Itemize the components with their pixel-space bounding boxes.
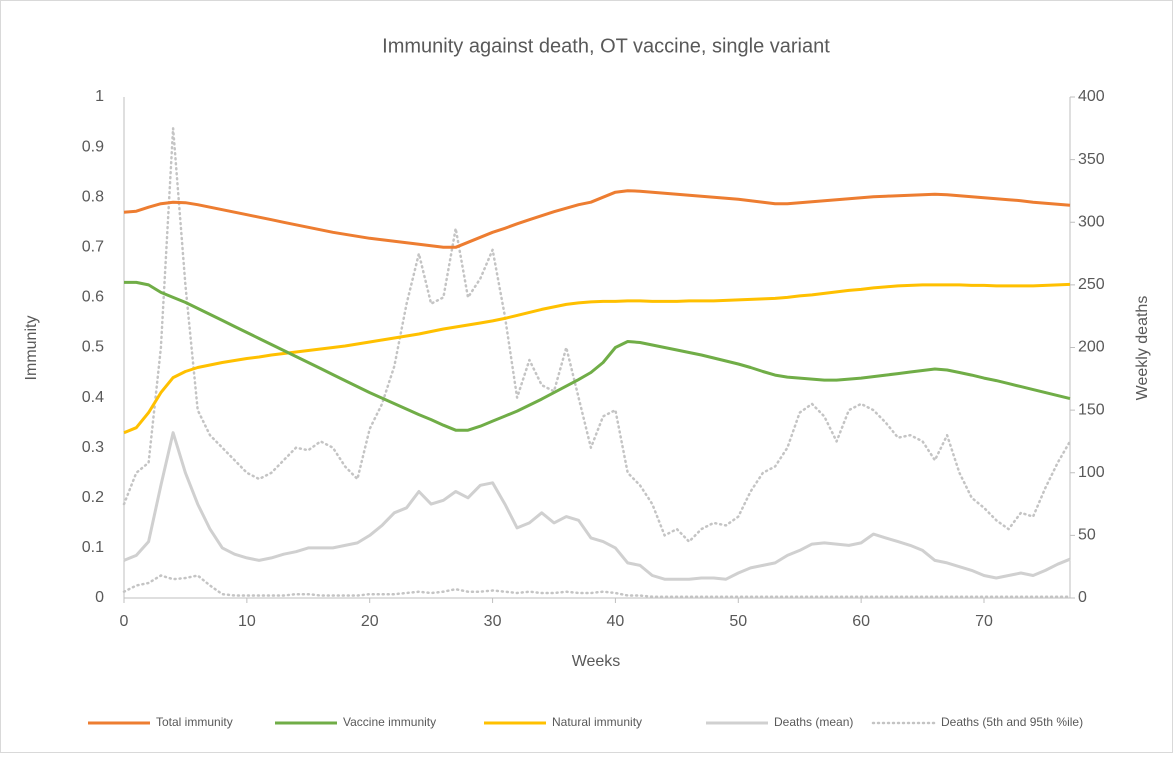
series-line (123, 282, 1071, 435)
y-axis-title: Immunity (23, 316, 40, 381)
y2-tick-label: 200 (1078, 339, 1105, 356)
y2-tick-label: 0 (1078, 589, 1087, 606)
y2-axis-title: Weekly deaths (1134, 296, 1151, 401)
y-tick-label: 0.8 (82, 188, 104, 205)
legend-label: Total immunity (156, 715, 233, 729)
x-tick-label: 60 (852, 613, 870, 630)
legend-label: Deaths (5th and 95th %ile) (941, 715, 1083, 729)
y2-tick-label: 150 (1078, 401, 1105, 418)
x-tick-label: 20 (361, 613, 379, 630)
x-tick-label: 50 (729, 613, 747, 630)
x-axis-title: Weeks (572, 653, 621, 670)
legend-label: Deaths (mean) (774, 715, 853, 729)
x-tick-label: 0 (120, 613, 129, 630)
series-line (124, 280, 1071, 432)
y-tick-label: 0.4 (82, 389, 104, 406)
y2-tick-label: 100 (1078, 464, 1105, 481)
legend-label: Vaccine immunity (343, 715, 436, 729)
x-tick-label: 70 (975, 613, 993, 630)
legend-label: Natural immunity (552, 715, 642, 729)
chart-title: Immunity against death, OT vaccine, sing… (382, 35, 830, 57)
y-tick-label: 0.9 (82, 138, 104, 155)
y-tick-label: 0.5 (82, 339, 104, 356)
series-line (123, 431, 1071, 581)
x-tick-label: 30 (484, 613, 502, 630)
y2-tick-label: 350 (1078, 151, 1105, 168)
y-tick-label: 0.1 (82, 539, 104, 556)
y2-tick-label: 250 (1078, 276, 1105, 293)
x-tick-label: 10 (238, 613, 256, 630)
y-tick-label: 0.2 (82, 489, 104, 506)
y-tick-label: 0.7 (82, 239, 104, 256)
y-tick-label: 0.3 (82, 439, 104, 456)
y-tick-label: 1 (95, 88, 104, 105)
y-tick-label: 0.6 (82, 289, 104, 306)
y2-tick-label: 400 (1078, 88, 1105, 105)
y-tick-label: 0 (95, 589, 104, 606)
y2-tick-label: 300 (1078, 213, 1105, 230)
series-line (123, 189, 1071, 249)
series-line (122, 574, 1072, 598)
series-line (122, 127, 1072, 543)
x-tick-label: 40 (607, 613, 625, 630)
y2-tick-label: 50 (1078, 527, 1096, 544)
